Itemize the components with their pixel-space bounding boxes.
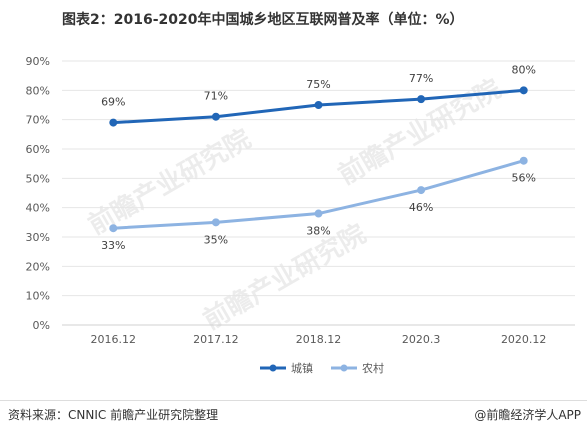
watermark-layer: 前瞻产业研究院 前瞻产业研究院 前瞻产业研究院 xyxy=(83,73,506,336)
x-axis: 2016.12 2017.12 2018.12 2020.3 2020.12 xyxy=(62,324,575,346)
y-tick-label: 30% xyxy=(26,231,50,244)
y-tick-label: 0% xyxy=(33,319,50,332)
data-point xyxy=(211,218,220,227)
legend-label: 农村 xyxy=(362,361,384,375)
brand-credit: @前瞻经济学人APP xyxy=(474,408,581,422)
x-tick-label: 2016.12 xyxy=(91,333,137,346)
footer-divider xyxy=(0,400,587,401)
legend-swatch-marker xyxy=(340,364,348,372)
data-point xyxy=(519,156,528,165)
data-label: 35% xyxy=(204,233,228,246)
x-tick-label: 2018.12 xyxy=(296,333,342,346)
legend: 城镇 农村 xyxy=(260,361,384,375)
data-label: 80% xyxy=(511,63,535,76)
x-tick-label: 2020.12 xyxy=(501,333,547,346)
data-label: 77% xyxy=(409,72,433,85)
data-point xyxy=(417,95,426,104)
y-axis: 0% 10% 20% 30% 40% 50% 60% 70% 80% 90% xyxy=(26,55,50,332)
data-label: 56% xyxy=(511,172,535,185)
watermark-text: 前瞻产业研究院 xyxy=(83,123,256,241)
data-point xyxy=(314,101,323,109)
x-tick-label: 2017.12 xyxy=(193,333,239,346)
y-tick-label: 70% xyxy=(26,114,50,127)
data-point xyxy=(109,224,118,233)
data-point xyxy=(211,112,220,121)
y-tick-label: 20% xyxy=(26,260,50,273)
legend-swatch-marker xyxy=(269,364,277,372)
data-label: 38% xyxy=(306,225,330,238)
data-point xyxy=(109,118,118,127)
source-note: 资料来源：CNNIC 前瞻产业研究院整理 xyxy=(8,408,219,422)
data-point xyxy=(417,186,426,195)
y-tick-label: 10% xyxy=(26,290,50,303)
data-labels: 69% 71% 75% 77% 80% 33% 35% 38% 46% 56% xyxy=(101,63,536,252)
data-label: 69% xyxy=(101,96,125,109)
data-point xyxy=(314,209,323,218)
chart-svg: 前瞻产业研究院 前瞻产业研究院 前瞻产业研究院 0% 10% 20% 30% 40% 50… xyxy=(26,55,575,375)
data-point xyxy=(519,86,528,95)
data-label: 33% xyxy=(101,239,125,252)
data-label: 71% xyxy=(204,90,228,103)
legend-label: 城镇 xyxy=(291,361,313,375)
y-tick-label: 90% xyxy=(26,55,50,68)
data-label: 75% xyxy=(306,78,330,91)
data-label: 46% xyxy=(409,201,433,214)
y-tick-label: 60% xyxy=(26,143,50,156)
x-tick-label: 2020.3 xyxy=(402,333,441,346)
y-tick-label: 80% xyxy=(26,84,50,97)
y-tick-label: 50% xyxy=(26,172,50,185)
y-tick-label: 40% xyxy=(26,202,50,215)
series-layer xyxy=(109,86,528,233)
chart-title: 图表2：2016-2020年中国城乡地区互联网普及率（单位：%） xyxy=(62,12,464,28)
